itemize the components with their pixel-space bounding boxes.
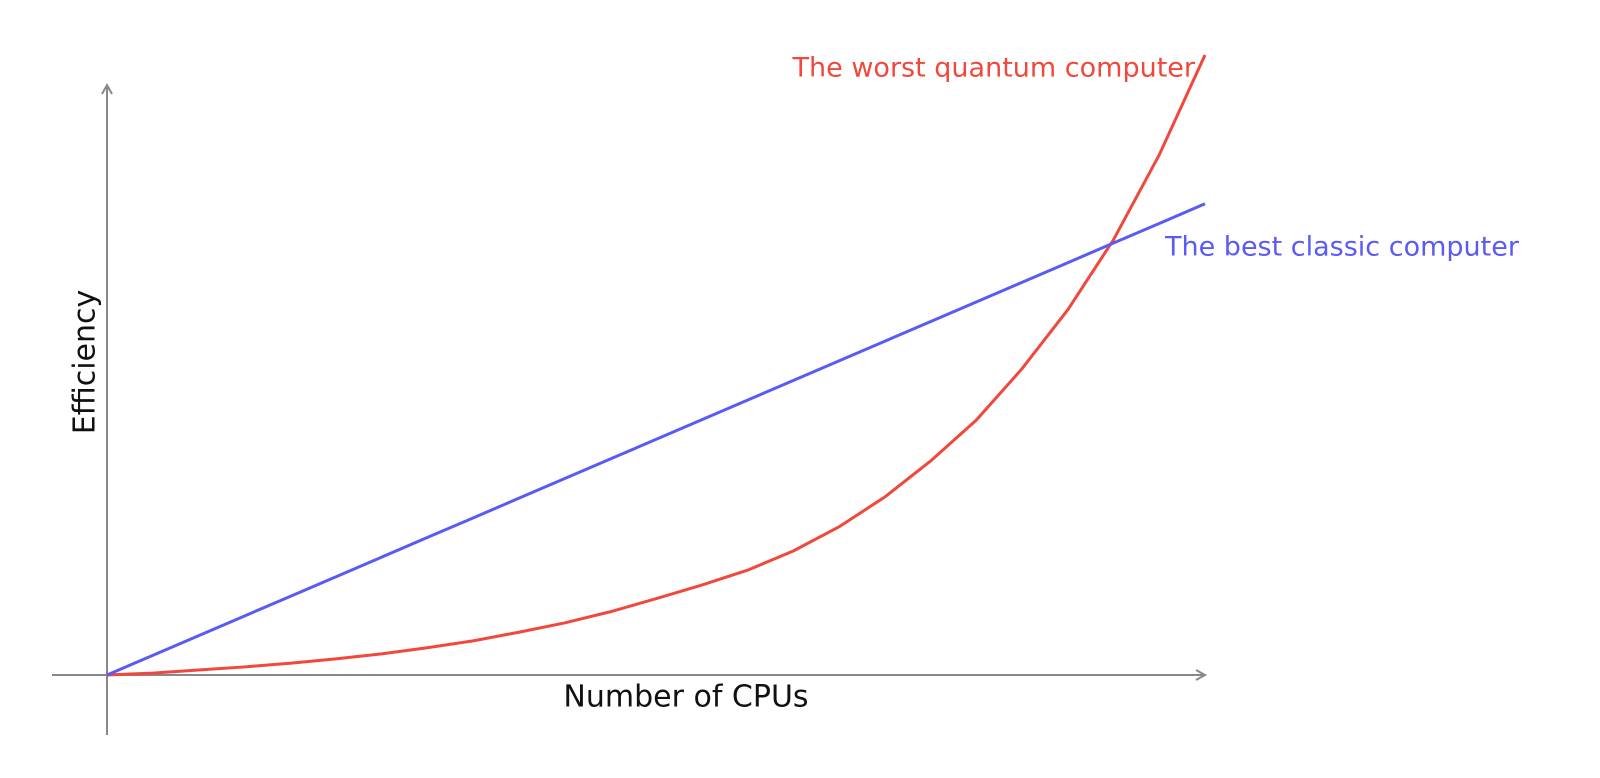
y-axis-arrow bbox=[101, 82, 113, 95]
x-axis-label: Number of CPUs bbox=[563, 680, 808, 715]
y-axis-label: Efficiency bbox=[68, 290, 103, 435]
x-axis-arrow bbox=[1195, 669, 1208, 681]
series-label: The best classic computer bbox=[1164, 231, 1520, 262]
line-series bbox=[106, 202, 1206, 677]
series-label: The worst quantum computer bbox=[792, 53, 1196, 84]
line-series bbox=[106, 54, 1207, 677]
